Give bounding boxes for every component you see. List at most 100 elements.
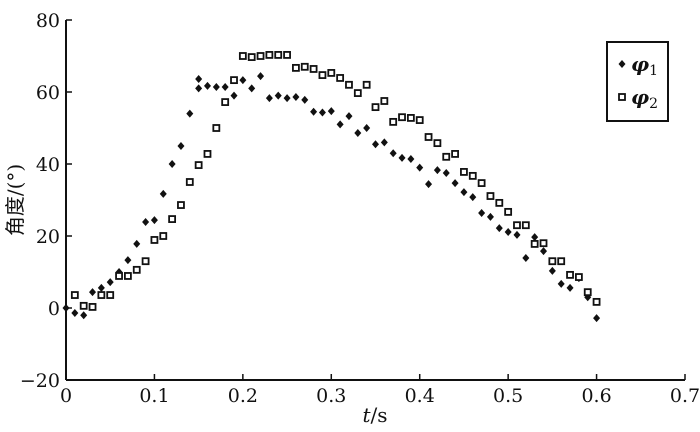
- data-point-phi1: [265, 94, 273, 103]
- data-point-phi2: [221, 98, 230, 106]
- data-point-phi2: [247, 53, 256, 61]
- y-tick-label: −20: [20, 370, 60, 392]
- legend-marker-open: [618, 93, 626, 101]
- data-point-phi1: [186, 109, 194, 118]
- data-point-phi2: [406, 114, 415, 122]
- y-axis-label: 角度/(°): [3, 164, 27, 236]
- data-point-phi2: [159, 232, 168, 240]
- data-point-phi2: [97, 291, 106, 299]
- x-tick-label: 0.5: [493, 385, 523, 407]
- data-point-phi1: [239, 76, 247, 85]
- data-point-phi2: [486, 192, 495, 200]
- data-point-phi1: [460, 188, 468, 197]
- data-point-phi1: [451, 179, 459, 188]
- data-point-phi2: [371, 103, 380, 112]
- data-point-phi1: [274, 91, 282, 100]
- y-tick-label: 0: [48, 298, 60, 320]
- x-tick-label: 0.3: [316, 385, 346, 407]
- y-tick-label: 80: [36, 10, 60, 32]
- data-point-phi1: [495, 224, 503, 233]
- data-point-phi1: [442, 169, 450, 177]
- data-point-phi2: [557, 257, 566, 266]
- data-point-phi1: [318, 108, 326, 117]
- data-point-phi1: [425, 180, 433, 189]
- data-point-phi2: [327, 69, 336, 77]
- data-point-phi2: [283, 51, 291, 59]
- data-point-phi2: [150, 236, 159, 244]
- data-point-phi2: [468, 171, 477, 180]
- y-tick-label: 40: [36, 154, 60, 176]
- data-point-phi1: [540, 247, 548, 256]
- data-point-phi2: [530, 240, 539, 248]
- data-point-phi2: [185, 178, 194, 186]
- data-point-phi2: [88, 303, 97, 311]
- data-point-phi2: [194, 161, 203, 169]
- data-point-phi1: [469, 193, 477, 202]
- data-point-phi2: [574, 273, 583, 281]
- data-point-phi1: [478, 208, 486, 217]
- data-point-phi1: [177, 142, 185, 150]
- data-point-phi2: [353, 89, 362, 97]
- data-point-phi2: [460, 168, 468, 176]
- data-point-phi1: [504, 228, 512, 237]
- data-point-phi2: [583, 288, 592, 297]
- data-point-phi1: [354, 129, 362, 138]
- data-point-phi2: [177, 201, 185, 209]
- data-point-phi2: [230, 76, 238, 85]
- data-point-phi2: [124, 272, 132, 280]
- data-point-phi1: [97, 283, 105, 292]
- data-point-phi1: [80, 311, 88, 320]
- data-point-phi2: [398, 113, 406, 122]
- y-tick-label: 20: [36, 226, 60, 248]
- data-point-phi1: [150, 216, 158, 225]
- data-point-phi1: [513, 230, 521, 239]
- data-point-phi2: [203, 150, 212, 158]
- data-point-phi1: [248, 84, 256, 93]
- data-point-phi1: [336, 120, 344, 129]
- x-axis-label: t/s: [362, 403, 387, 427]
- x-tick-label: 0.6: [581, 385, 611, 407]
- data-point-phi1: [310, 107, 318, 116]
- legend-label-phi1: φ1: [631, 52, 658, 79]
- data-point-phi1: [124, 256, 132, 265]
- data-point-phi1: [159, 189, 167, 198]
- data-point-phi1: [522, 253, 530, 262]
- data-point-phi2: [292, 63, 300, 72]
- x-tick-label: 0.2: [228, 385, 258, 407]
- data-point-phi2: [362, 80, 371, 89]
- x-tick-label: 0.1: [139, 385, 169, 407]
- data-point-phi1: [531, 233, 539, 242]
- data-point-phi1: [372, 140, 379, 149]
- legend-box: [606, 41, 669, 122]
- data-point-phi2: [79, 301, 88, 310]
- data-point-phi2: [274, 51, 283, 59]
- legend-item-phi2: φ2: [618, 85, 658, 112]
- data-point-phi2: [566, 270, 574, 279]
- data-point-phi2: [424, 133, 433, 141]
- data-point-phi2: [380, 97, 389, 105]
- data-point-phi1: [345, 112, 353, 121]
- data-point-phi2: [433, 139, 442, 148]
- data-point-phi1: [230, 91, 238, 100]
- data-point-phi1: [62, 304, 70, 312]
- data-point-phi1: [283, 94, 291, 103]
- data-point-phi2: [592, 297, 601, 306]
- data-point-phi2: [451, 150, 459, 158]
- data-point-phi2: [477, 179, 486, 187]
- data-point-phi2: [521, 221, 530, 230]
- data-point-phi2: [141, 257, 150, 266]
- data-point-phi2: [115, 272, 123, 280]
- legend-item-phi1: φ1: [618, 52, 658, 79]
- data-point-phi1: [292, 93, 300, 102]
- x-tick-label: 0.4: [405, 385, 435, 407]
- data-point-phi1: [593, 314, 601, 323]
- series-1: [62, 72, 601, 323]
- data-points: [62, 51, 601, 323]
- x-tick-label: 0.7: [670, 385, 700, 407]
- data-point-phi1: [398, 153, 406, 162]
- data-point-phi1: [203, 81, 211, 90]
- data-point-phi2: [415, 116, 424, 124]
- data-point-phi1: [380, 138, 388, 147]
